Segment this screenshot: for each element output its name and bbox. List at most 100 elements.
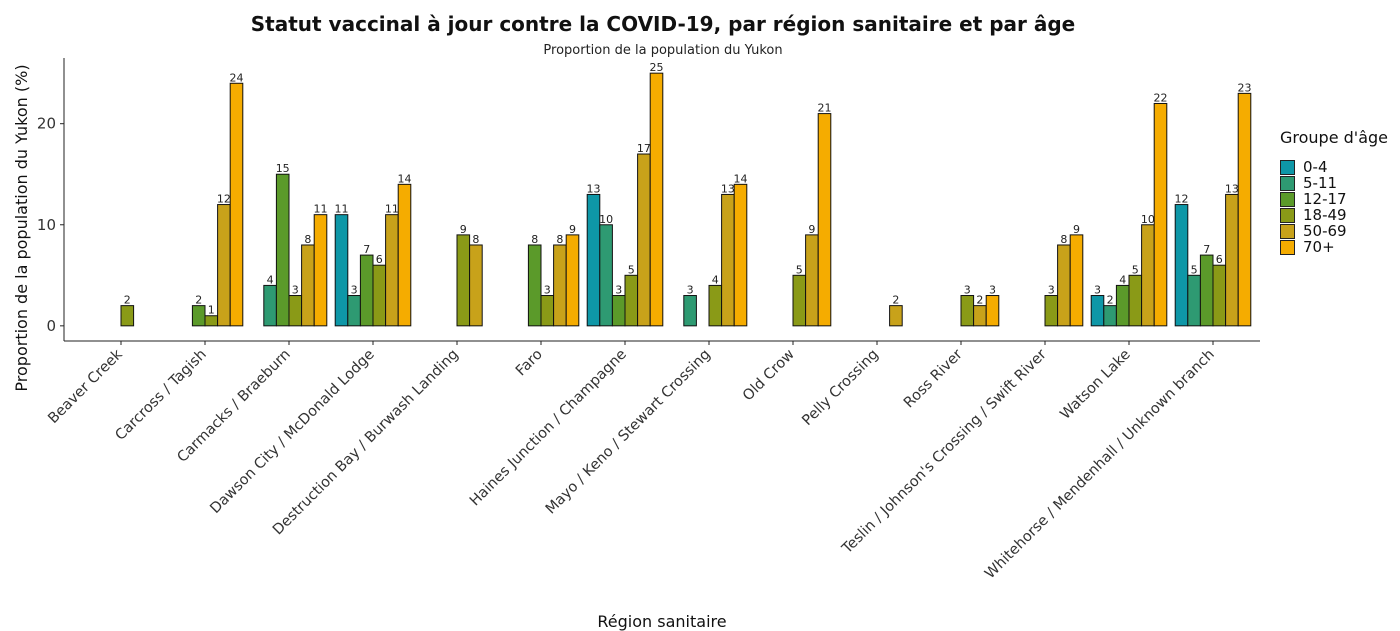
chart-title: Statut vaccinal à jour contre la COVID-1…	[250, 12, 1076, 36]
data-label: 5	[1191, 263, 1198, 276]
data-label: 17	[637, 142, 651, 155]
data-label: 8	[304, 233, 311, 246]
bar-12-17	[1199, 254, 1214, 327]
data-label: 22	[1154, 91, 1168, 104]
bar-0-4	[1174, 204, 1189, 327]
bar-5-11	[1187, 274, 1201, 327]
data-label: 2	[124, 294, 131, 307]
bar-18-49	[456, 234, 471, 327]
bar-50-69	[553, 244, 567, 327]
data-label: 1	[208, 304, 215, 317]
data-label: 5	[1132, 263, 1139, 276]
bar-12-17	[359, 254, 374, 327]
data-label: 3	[292, 284, 299, 297]
data-label: 14	[734, 172, 748, 185]
bar-18-49	[624, 274, 639, 327]
data-label: 9	[808, 223, 815, 236]
bar-50-69	[889, 305, 903, 327]
bar-0-4	[586, 193, 601, 327]
x-tick-label: Dawson City / McDonald Lodge	[207, 346, 378, 517]
x-axis-title: Région sanitaire	[597, 612, 726, 631]
y-tick-label: 0	[46, 317, 56, 335]
bar-5-11	[347, 295, 361, 327]
data-label: 11	[314, 203, 328, 216]
bar-12-17	[191, 305, 206, 327]
data-label: 2	[892, 294, 899, 307]
bar-12-17	[611, 295, 626, 327]
legend-item: 18-49	[1280, 206, 1388, 224]
bar-70+	[229, 82, 244, 327]
x-tick-label: Beaver Creek	[45, 346, 126, 427]
bar-18-49	[204, 315, 219, 327]
legend: Groupe d'âge 0-4 5-11 12-17 18-49 50-69 70+	[1280, 128, 1388, 256]
data-label: 3	[615, 284, 622, 297]
bar-0-4	[1090, 295, 1105, 327]
bar-12-17	[527, 244, 542, 327]
legend-title: Groupe d'âge	[1280, 128, 1388, 147]
legend-label: 5-11	[1303, 174, 1338, 192]
data-label: 4	[1119, 273, 1126, 286]
bar-0-4	[334, 214, 349, 327]
legend-label: 50-69	[1303, 222, 1347, 240]
data-label: 24	[230, 71, 244, 84]
x-tick-label: Haines Junction / Champagne	[467, 346, 630, 509]
bar-50-69	[973, 305, 987, 327]
data-label: 15	[276, 162, 290, 175]
y-tick-label: 20	[37, 115, 56, 133]
bar-12-17	[1115, 284, 1130, 327]
legend-items: 0-4 5-11 12-17 18-49 50-69 70+	[1280, 158, 1388, 256]
y-axis-title: Proportion de la population du Yukon (%)	[12, 64, 31, 391]
bar-50-69	[637, 153, 651, 327]
data-label: 7	[1203, 243, 1210, 256]
legend-swatch	[1280, 175, 1295, 191]
x-tick-label: Pelly Crossing	[799, 347, 881, 429]
bar-5-11	[263, 284, 277, 327]
bar-50-69	[1057, 244, 1071, 327]
data-label: 4	[267, 273, 274, 286]
bar-70+	[313, 214, 328, 327]
data-label: 12	[1175, 193, 1189, 206]
data-label: 6	[376, 253, 383, 266]
legend-item: 70+	[1280, 238, 1388, 256]
data-label: 9	[569, 223, 576, 236]
data-label: 3	[351, 284, 358, 297]
bar-18-49	[288, 295, 303, 327]
legend-item: 50-69	[1280, 222, 1388, 240]
bar-50-69	[805, 234, 819, 327]
bar-12-17	[275, 173, 290, 327]
data-label: 21	[818, 102, 832, 115]
bar-18-49	[960, 295, 975, 327]
data-label: 13	[587, 182, 601, 195]
data-label: 2	[1107, 294, 1114, 307]
bar-70+	[565, 234, 580, 327]
x-tick-label: Old Crow	[740, 346, 798, 404]
data-label: 11	[385, 203, 399, 216]
legend-swatch	[1280, 191, 1295, 207]
data-label: 13	[1225, 182, 1239, 195]
bar-70+	[985, 295, 1000, 327]
data-label: 11	[335, 203, 349, 216]
bar-70+	[397, 183, 412, 327]
x-tick-label: Watson Lake	[1057, 346, 1133, 422]
data-label: 9	[460, 223, 467, 236]
data-label: 5	[628, 263, 635, 276]
data-label: 3	[1048, 284, 1055, 297]
bar-18-49	[120, 305, 135, 327]
legend-swatch	[1280, 223, 1295, 239]
legend-swatch	[1280, 239, 1295, 255]
chart-subtitle: Proportion de la population du Yukon	[543, 43, 783, 58]
data-label: 7	[363, 243, 370, 256]
data-label: 8	[1060, 233, 1067, 246]
bar-50-69	[301, 244, 315, 327]
bar-18-49	[540, 295, 555, 327]
bar-5-11	[1103, 305, 1117, 327]
bar-5-11	[599, 224, 613, 327]
data-label: 8	[556, 233, 563, 246]
legend-item: 5-11	[1280, 174, 1388, 192]
x-tick-label: Carcross / Tagish	[112, 347, 209, 444]
bar-70+	[817, 113, 832, 327]
bar-70+	[1153, 102, 1168, 327]
data-label: 10	[599, 213, 613, 226]
bar-18-49	[1044, 295, 1059, 327]
